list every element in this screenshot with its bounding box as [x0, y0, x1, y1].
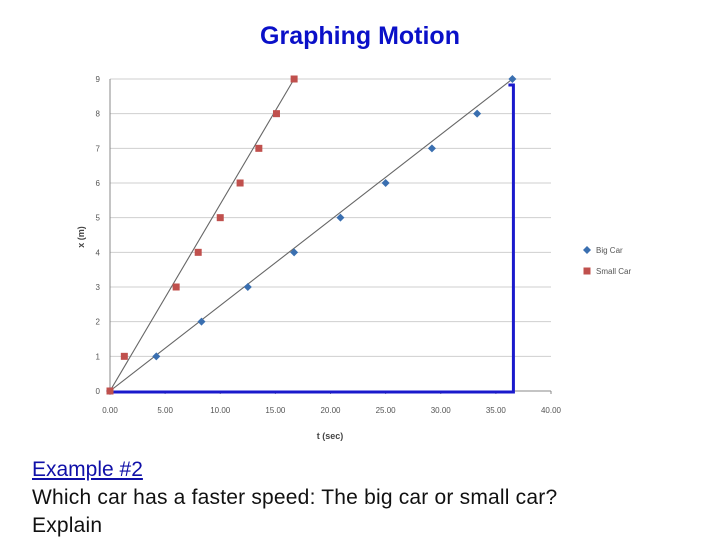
question-text: Which car has a faster speed: The big ca… — [32, 486, 558, 509]
question-explain: Explain — [32, 514, 103, 537]
trendline-small-car — [109, 78, 295, 392]
y-tick-label: 8 — [96, 110, 101, 119]
y-axis-label: x (m) — [76, 226, 86, 248]
legend-label-small-car: Small Car — [596, 267, 631, 276]
data-points — [106, 75, 517, 395]
y-tick-label: 3 — [96, 283, 101, 292]
y-tick-label: 0 — [96, 387, 101, 396]
x-tick-label: 5.00 — [157, 406, 173, 415]
small-car-point — [236, 179, 244, 187]
small-car-point — [172, 283, 180, 291]
trendline-big-car — [109, 78, 513, 392]
y-tick-label: 4 — [96, 248, 101, 257]
y-tick-label: 5 — [96, 214, 101, 223]
big-car-point — [427, 144, 436, 153]
big-car-point — [508, 75, 517, 83]
x-tick-label: 25.00 — [376, 406, 397, 415]
x-tick-label: 40.00 — [541, 406, 562, 415]
small-car-point — [106, 387, 114, 395]
x-tick-label: 20.00 — [320, 406, 341, 415]
slide-title: Graphing Motion — [260, 22, 460, 50]
small-car-point — [272, 110, 280, 118]
x-tick-label: 35.00 — [486, 406, 507, 415]
x-tick-label: 0.00 — [102, 406, 118, 415]
big-car-point — [290, 248, 299, 257]
x-axis-label: t (sec) — [317, 431, 344, 441]
legend-marker-big-car — [583, 246, 591, 254]
legend: Big Car Small Car — [583, 246, 631, 276]
grid-lines — [110, 78, 551, 357]
small-car-point — [120, 352, 128, 360]
x-tick-label: 10.00 — [210, 406, 231, 415]
x-tick-label: 30.00 — [431, 406, 452, 415]
legend-label-big-car: Big Car — [596, 246, 623, 255]
bracket-line — [110, 83, 515, 394]
y-tick-label: 6 — [96, 179, 101, 188]
legend-marker-small-car — [583, 267, 591, 275]
trendlines — [109, 78, 513, 392]
big-car-point — [197, 317, 206, 326]
x-tick-label: 15.00 — [265, 406, 286, 415]
big-car-point — [336, 213, 345, 222]
small-car-point — [255, 144, 263, 152]
big-car-point — [381, 179, 390, 187]
position-time-chart: 0 1 2 3 4 5 6 7 8 9 0.00 5.00 10.00 15.00 20.00 25.00 30… — [60, 62, 660, 452]
y-tick-label: 1 — [96, 352, 101, 361]
tick-labels: 0 1 2 3 4 5 6 7 8 9 0.00 5.00 10.00 15.00 20.00 25.00 30… — [96, 75, 562, 415]
y-tick-label: 2 — [96, 318, 101, 327]
big-car-point — [243, 283, 252, 291]
big-car-point — [152, 352, 161, 361]
y-tick-label: 9 — [96, 75, 101, 84]
highlight-bracket — [110, 83, 515, 394]
axes — [109, 79, 552, 394]
small-car-point — [216, 214, 224, 222]
chart-svg: 0 1 2 3 4 5 6 7 8 9 0.00 5.00 10.00 15.00 20.00 25.00 30… — [76, 75, 631, 441]
small-car-point — [290, 75, 298, 83]
small-car-point — [194, 248, 202, 256]
y-tick-label: 7 — [96, 144, 101, 153]
example-heading: Example #2 — [32, 458, 143, 481]
big-car-point — [473, 109, 482, 118]
